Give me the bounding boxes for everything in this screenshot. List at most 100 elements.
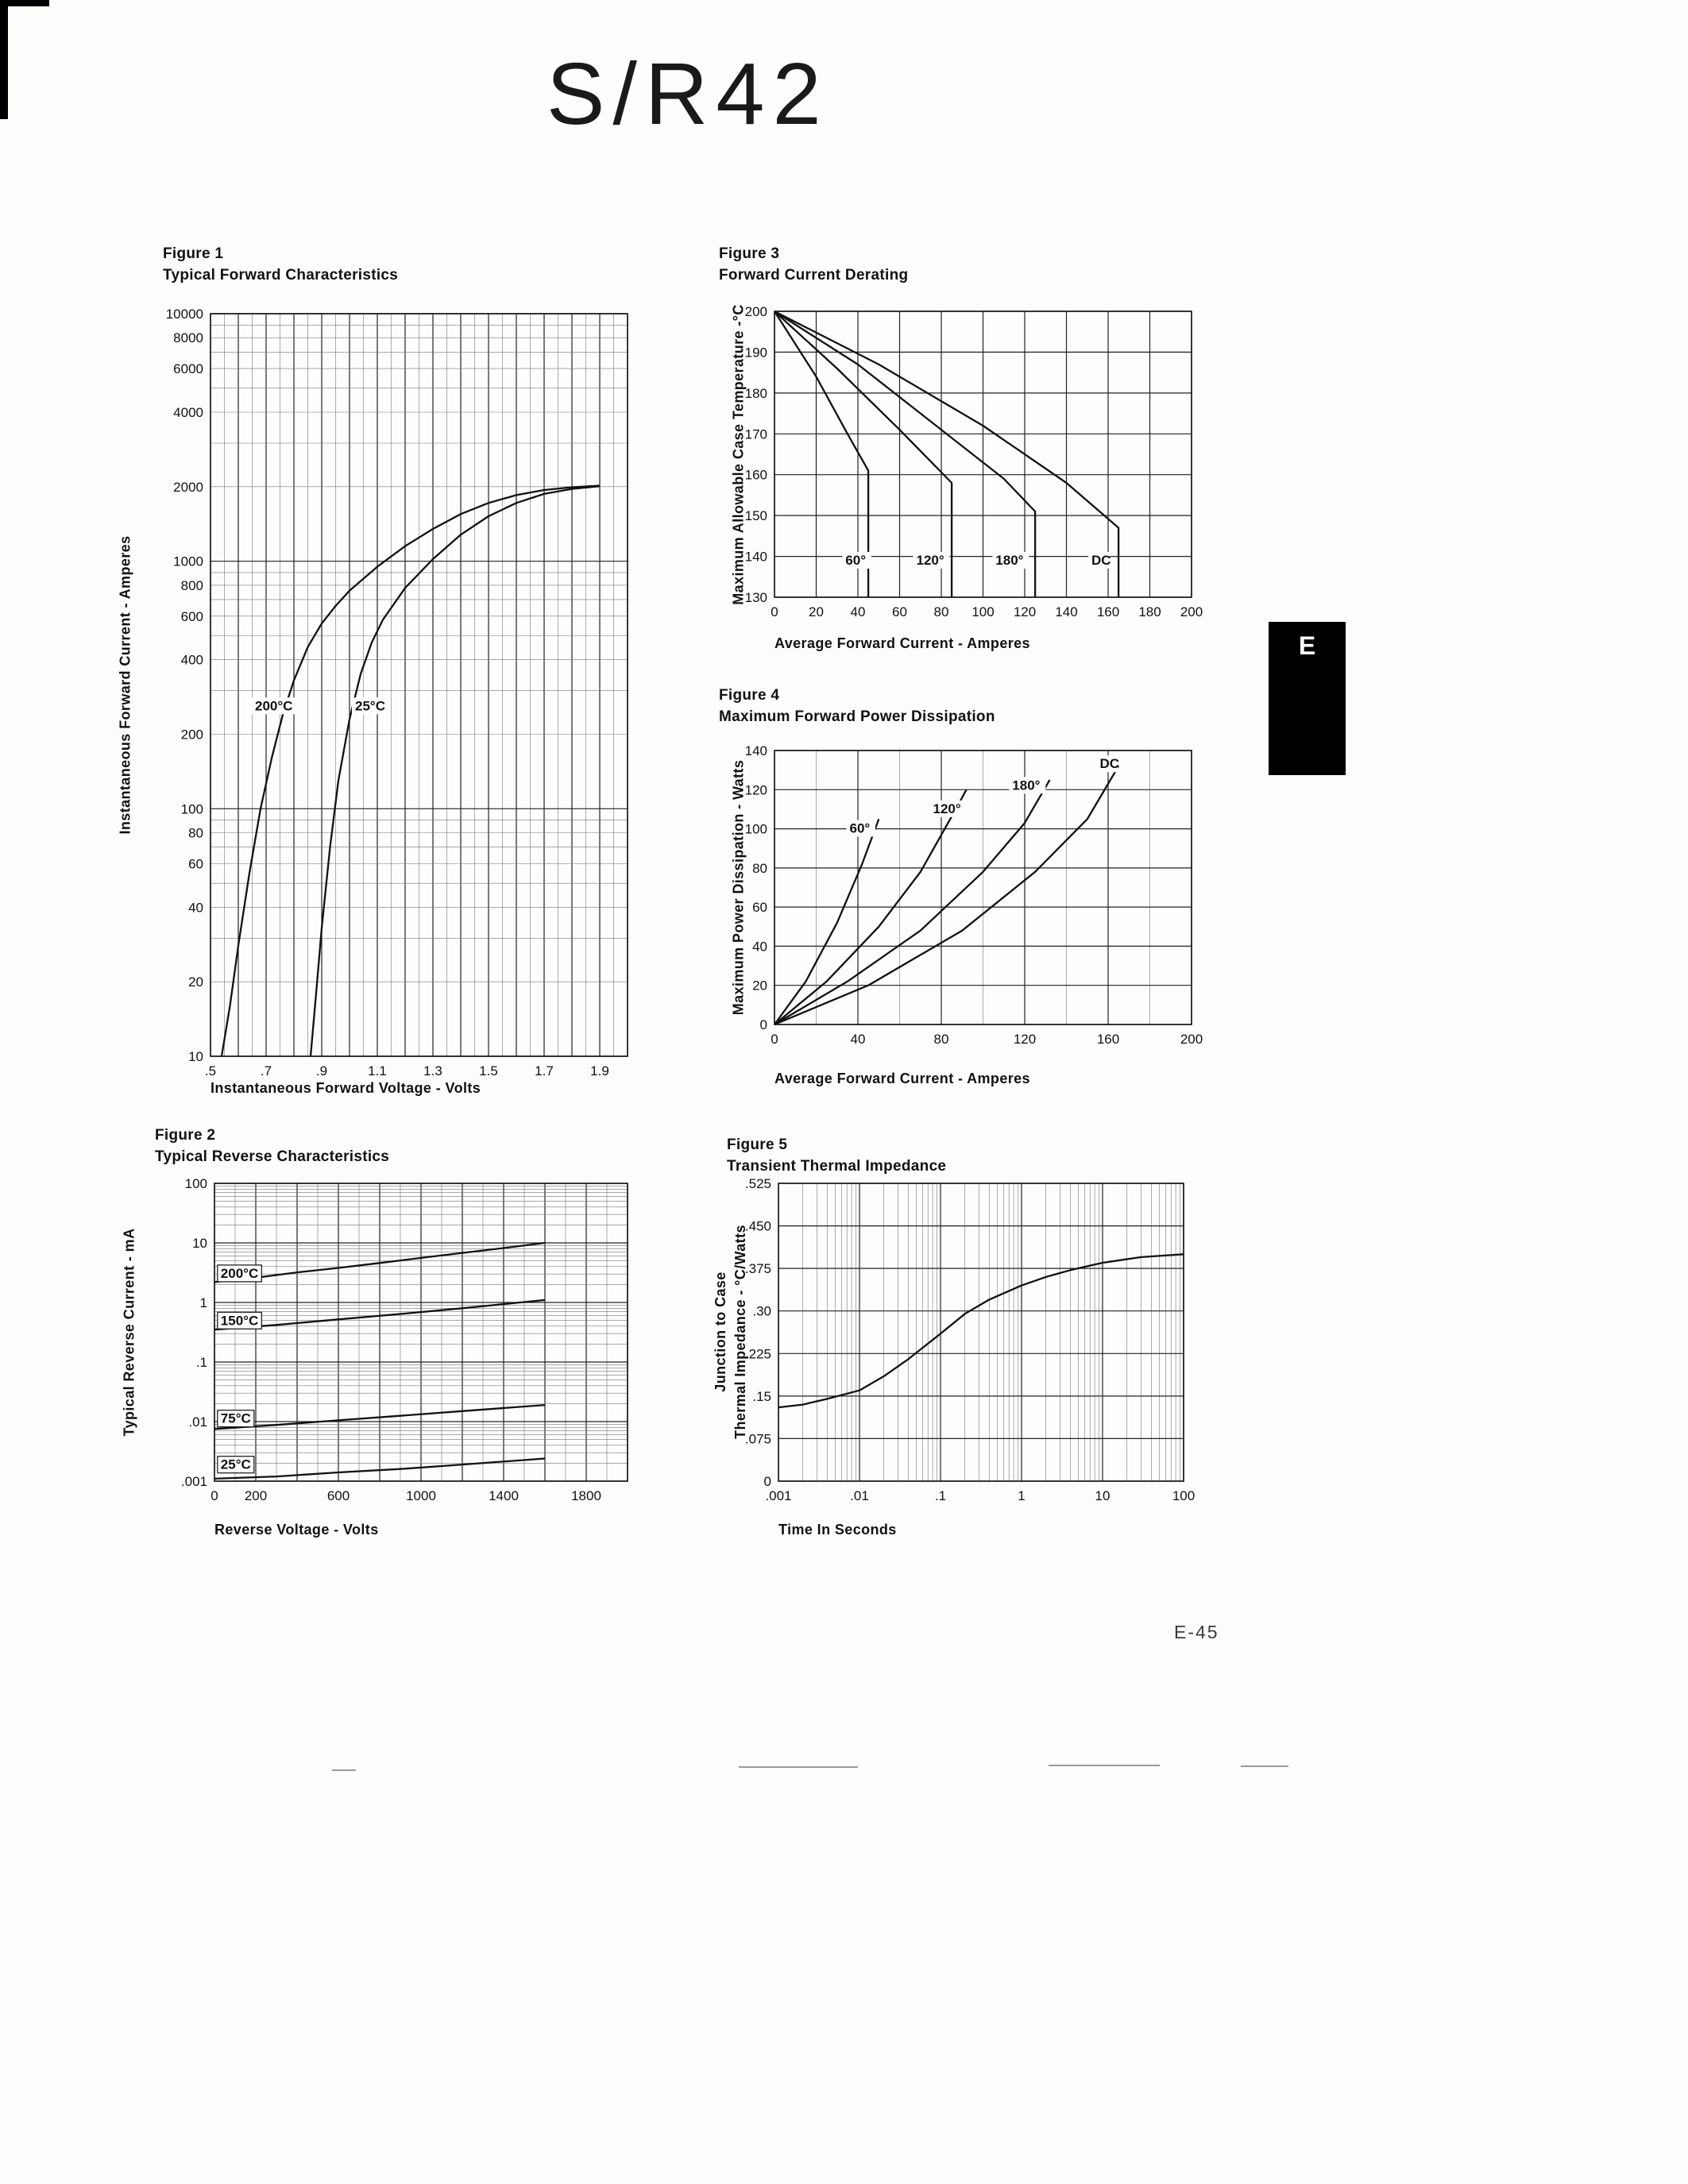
- svg-text:1.9: 1.9: [590, 1063, 609, 1078]
- figure5-y-axis-label: Junction to Case Thermal Impedance - °C/…: [711, 1125, 751, 1538]
- svg-text:0: 0: [760, 1017, 767, 1032]
- svg-text:200: 200: [745, 304, 767, 319]
- svg-text:80: 80: [752, 861, 767, 876]
- svg-text:100: 100: [971, 604, 994, 619]
- svg-text:600: 600: [181, 609, 203, 624]
- figure2-y-axis-label: Typical Reverse Current - mA: [121, 1228, 137, 1437]
- figure3-label: Figure 3: [719, 245, 780, 262]
- svg-text:180: 180: [1138, 604, 1161, 619]
- svg-text:120°: 120°: [917, 553, 944, 568]
- svg-text:.7: .7: [261, 1063, 272, 1078]
- scan-artifact-dash: [1241, 1765, 1288, 1767]
- figure4-chart: 0 40 80 120 160 200 0 20 40 60 80 100 120 140 60° 120° 1…: [745, 743, 1203, 1047]
- svg-text:1800: 1800: [571, 1488, 601, 1503]
- figure1-label: Figure 1: [163, 245, 224, 262]
- svg-text:60°: 60°: [845, 553, 866, 568]
- svg-text:1400: 1400: [489, 1488, 519, 1503]
- svg-text:200°C: 200°C: [255, 698, 292, 713]
- svg-text:80: 80: [934, 1032, 949, 1047]
- svg-text:130: 130: [745, 590, 767, 605]
- svg-text:200: 200: [1180, 1032, 1203, 1047]
- figure3-heading: Figure 3 Forward Current Derating: [719, 243, 908, 286]
- svg-text:40: 40: [188, 900, 203, 915]
- svg-text:.01: .01: [188, 1414, 207, 1430]
- section-tab: E: [1269, 622, 1346, 775]
- page-number: E-45: [1174, 1622, 1219, 1642]
- svg-text:0: 0: [211, 1488, 218, 1503]
- svg-text:190: 190: [745, 345, 767, 360]
- svg-text:.9: .9: [316, 1063, 327, 1078]
- svg-text:4000: 4000: [173, 405, 203, 420]
- svg-text:1000: 1000: [406, 1488, 436, 1503]
- svg-text:DC: DC: [1100, 756, 1120, 771]
- svg-text:140: 140: [745, 743, 767, 758]
- svg-text:160: 160: [1097, 604, 1119, 619]
- scan-artifact-corner: [0, 0, 8, 119]
- svg-text:80: 80: [934, 604, 949, 619]
- svg-text:100: 100: [185, 1176, 207, 1191]
- scan-artifact-dash: [1049, 1765, 1160, 1766]
- svg-text:.1: .1: [935, 1488, 946, 1503]
- svg-text:.450: .450: [745, 1219, 771, 1234]
- figure3-chart: 0 20 40 60 80 100 120 140 160 180 200 130 140 150 160 1…: [745, 304, 1203, 619]
- svg-text:10: 10: [188, 1049, 203, 1064]
- figure2-x-axis-label: Reverse Voltage - Volts: [214, 1522, 379, 1538]
- svg-text:60: 60: [752, 900, 767, 915]
- svg-text:.5: .5: [205, 1063, 216, 1078]
- svg-text:1.1: 1.1: [368, 1063, 387, 1078]
- figure5-x-axis-label: Time In Seconds: [778, 1522, 897, 1538]
- figure4-title: Maximum Forward Power Dissipation: [719, 708, 995, 725]
- svg-text:140: 140: [1055, 604, 1077, 619]
- svg-text:.15: .15: [752, 1389, 771, 1404]
- svg-text:.30: .30: [752, 1304, 771, 1319]
- svg-text:.01: .01: [850, 1488, 869, 1503]
- svg-text:180°: 180°: [1012, 778, 1040, 793]
- svg-text:25°C: 25°C: [355, 698, 385, 713]
- svg-text:40: 40: [752, 939, 767, 954]
- svg-text:10: 10: [192, 1236, 207, 1251]
- svg-text:120: 120: [1014, 604, 1036, 619]
- svg-text:160: 160: [1097, 1032, 1119, 1047]
- svg-text:400: 400: [181, 653, 203, 668]
- section-tab-label: E: [1298, 631, 1316, 660]
- figure5-label: Figure 5: [727, 1136, 788, 1153]
- svg-text:120: 120: [1014, 1032, 1036, 1047]
- svg-text:140: 140: [745, 550, 767, 565]
- svg-text:180°: 180°: [995, 553, 1023, 568]
- svg-text:1: 1: [200, 1295, 207, 1310]
- svg-text:.525: .525: [745, 1176, 771, 1191]
- figure4-x-axis-label: Average Forward Current - Amperes: [774, 1071, 1030, 1086]
- svg-text:170: 170: [745, 426, 767, 442]
- svg-text:.001: .001: [181, 1474, 207, 1489]
- svg-text:10: 10: [1095, 1488, 1111, 1503]
- svg-text:120°: 120°: [933, 801, 961, 816]
- figure1-heading: Figure 1 Typical Forward Characteristics: [163, 243, 398, 286]
- svg-text:.375: .375: [745, 1261, 771, 1276]
- svg-text:0: 0: [771, 604, 778, 619]
- figure1-title: Typical Forward Characteristics: [163, 267, 399, 284]
- scan-artifact-dash: [739, 1766, 858, 1768]
- svg-text:800: 800: [181, 578, 203, 593]
- svg-text:180: 180: [745, 386, 767, 401]
- svg-text:150: 150: [745, 508, 767, 523]
- svg-text:60°: 60°: [850, 821, 871, 836]
- svg-text:200: 200: [181, 727, 203, 743]
- figure4-heading: Figure 4 Maximum Forward Power Dissipati…: [719, 685, 995, 727]
- svg-text:.001: .001: [765, 1488, 791, 1503]
- svg-text:8000: 8000: [173, 330, 203, 345]
- figure1-x-axis-label: Instantaneous Forward Voltage - Volts: [211, 1080, 481, 1096]
- svg-text:1.5: 1.5: [479, 1063, 498, 1078]
- page-title: S/R42: [547, 45, 829, 143]
- svg-text:10000: 10000: [166, 307, 203, 322]
- svg-text:.075: .075: [745, 1431, 771, 1446]
- svg-text:80: 80: [188, 826, 203, 841]
- svg-text:1.3: 1.3: [423, 1063, 442, 1078]
- figure2-heading: Figure 2 Typical Reverse Characteristics: [155, 1125, 389, 1167]
- svg-text:20: 20: [188, 974, 203, 990]
- svg-text:200°C: 200°C: [221, 1266, 258, 1281]
- svg-text:100: 100: [181, 801, 203, 816]
- svg-text:40: 40: [851, 604, 866, 619]
- figure2-title: Typical Reverse Characteristics: [155, 1148, 390, 1165]
- svg-text:600: 600: [327, 1488, 350, 1503]
